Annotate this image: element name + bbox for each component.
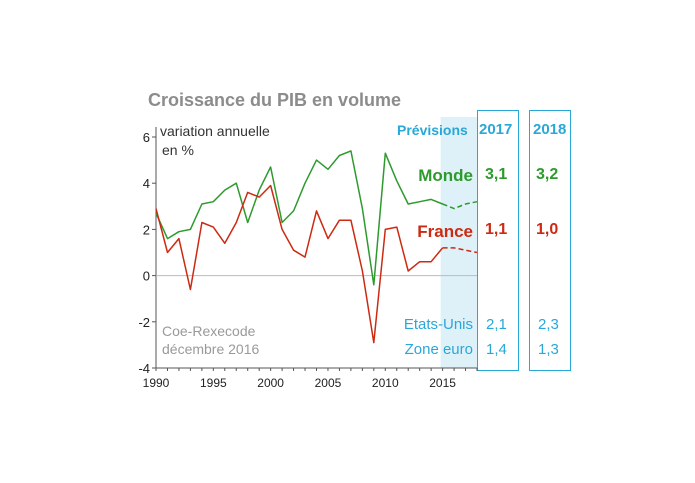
x-tick-label: 1990 <box>143 376 170 390</box>
source-line2: décembre 2016 <box>162 341 260 357</box>
value-zone-euro-2018: 1,3 <box>538 341 559 358</box>
row-label-monde: Monde <box>418 166 473 185</box>
series-forecast-monde <box>442 200 478 210</box>
value-etats-unis-2017: 2,1 <box>486 316 507 333</box>
y-tick-label: 6 <box>143 130 150 145</box>
forecast-box-2018 <box>529 110 571 371</box>
value-monde-2017: 3,1 <box>485 166 508 183</box>
series-line-france <box>155 184 444 344</box>
y-tick-label: -2 <box>138 315 150 330</box>
forecast-box-2017 <box>477 110 519 371</box>
source-note: Coe-Rexecode décembre 2016 <box>162 322 259 358</box>
value-france-2018: 1,0 <box>536 221 559 238</box>
y-axis-label-line2: en % <box>162 142 194 158</box>
x-tick-label: 2010 <box>372 376 399 390</box>
forecast-band <box>440 117 477 368</box>
value-zone-euro-2017: 1,4 <box>486 341 507 358</box>
chart-title: Croissance du PIB en volume <box>148 90 402 110</box>
y-axis-label-line1: variation annuelle <box>160 123 270 139</box>
source-line1: Coe-Rexecode <box>162 323 256 339</box>
x-tick-label: 2000 <box>257 376 284 390</box>
row-label-zone-euro: Zone euro <box>404 341 473 358</box>
series-forecast-france <box>442 247 478 254</box>
row-label-france: France <box>417 222 473 241</box>
y-tick-label: 0 <box>143 269 150 284</box>
y-tick-label: 2 <box>143 222 150 237</box>
value-monde-2018: 3,2 <box>536 166 559 183</box>
x-tick-label: 2005 <box>315 376 342 390</box>
value-france-2017: 1,1 <box>485 221 508 238</box>
x-tick-label: 2015 <box>429 376 456 390</box>
forecast-year-2018: 2018 <box>533 121 567 138</box>
value-etats-unis-2018: 2,3 <box>538 316 559 333</box>
series-line-monde <box>155 150 443 286</box>
x-tick-label: 1995 <box>200 376 227 390</box>
y-tick-label: -4 <box>138 361 150 376</box>
forecast-year-2017: 2017 <box>479 121 513 138</box>
y-tick-label: 4 <box>143 176 150 191</box>
row-label-etats-unis: Etats-Unis <box>403 316 473 333</box>
y-axis-label: variation annuelle en % <box>160 122 270 160</box>
forecast-header: Prévisions <box>397 122 468 138</box>
